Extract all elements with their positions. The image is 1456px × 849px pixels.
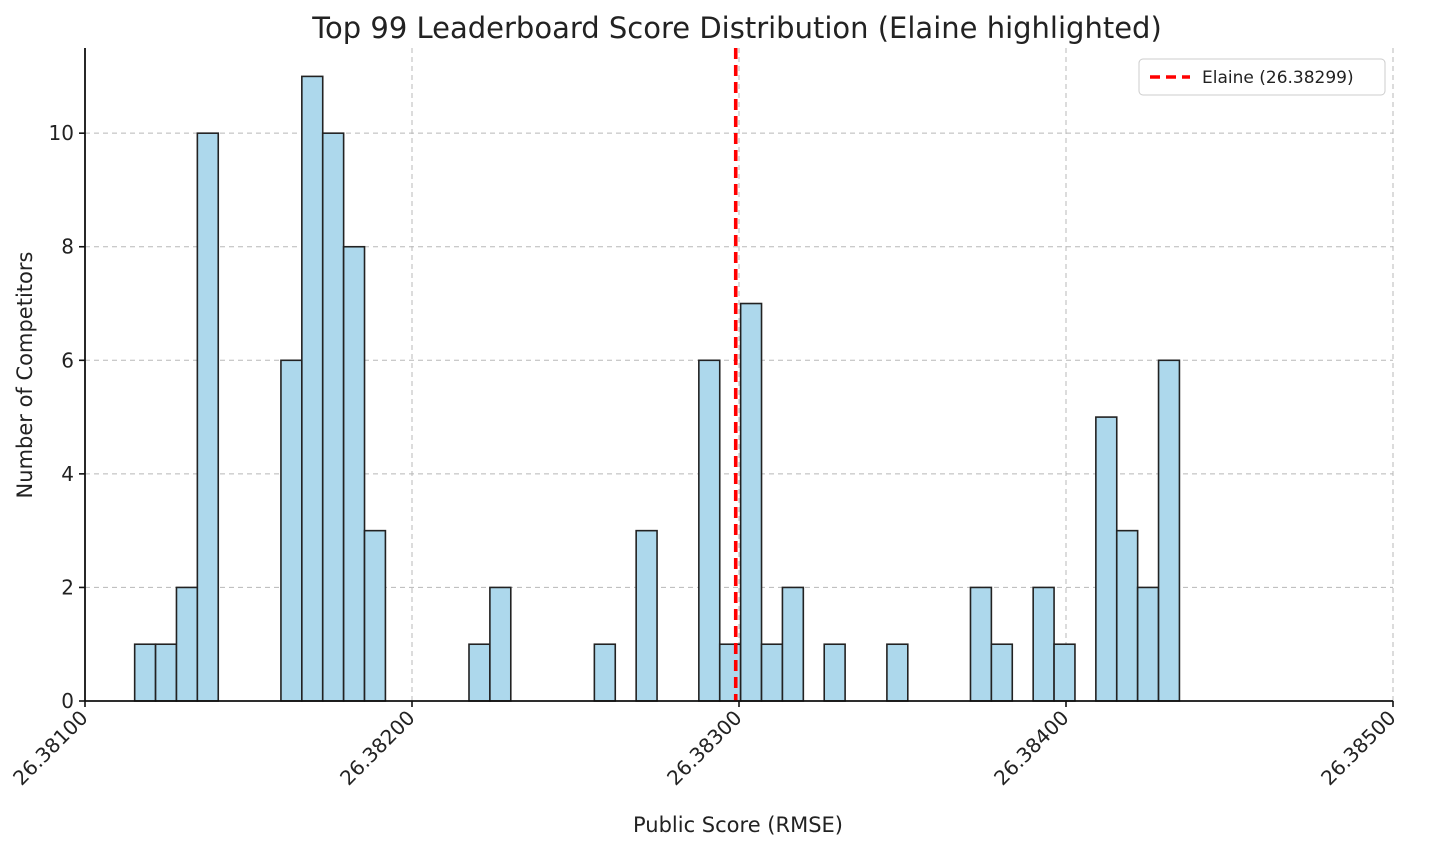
y-tick-label: 4	[61, 462, 74, 486]
histogram-bar	[175, 586, 199, 702]
histogram-bar	[342, 245, 366, 702]
legend: Elaine (26.38299)	[1138, 58, 1386, 96]
histogram-bar	[489, 586, 512, 702]
y-tick-label: 2	[61, 575, 74, 599]
legend-label: Elaine (26.38299)	[1202, 68, 1354, 88]
histogram-bar	[280, 359, 303, 702]
y-axis-label: Number of Competitors	[13, 252, 37, 499]
histogram-bar	[760, 643, 784, 702]
histogram-bar	[1136, 586, 1160, 702]
x-ticks: 26.38100 26.38200 26.38300 26.38400 26.38500	[8, 701, 1401, 790]
histogram-bar	[990, 643, 1014, 702]
histogram-bar	[1157, 359, 1181, 702]
histogram-bar	[886, 643, 909, 702]
histogram-bar	[154, 643, 178, 702]
y-tick-label: 0	[61, 689, 74, 713]
y-ticks: 0 2 4 6 8 10	[49, 121, 85, 713]
histogram-bar	[698, 359, 721, 702]
histogram-bar	[468, 643, 491, 702]
histogram-bar	[969, 586, 993, 702]
histogram-bar	[363, 529, 387, 702]
histogram-bar	[823, 643, 846, 702]
histogram-bar	[133, 643, 157, 702]
x-tick-label: 26.38100	[8, 706, 92, 790]
x-axis-label: Public Score (RMSE)	[633, 813, 843, 837]
x-tick-label: 26.38500	[1316, 706, 1400, 790]
bars	[133, 75, 1181, 702]
x-tick-label: 26.38300	[662, 706, 746, 790]
y-tick-label: 10	[49, 121, 74, 145]
chart-title: Top 99 Leaderboard Score Distribution (E…	[311, 11, 1162, 45]
histogram-bar	[301, 75, 324, 702]
x-tick-label: 26.38200	[335, 706, 419, 790]
histogram-bar	[781, 586, 805, 702]
histogram-bar	[635, 529, 658, 702]
histogram-bar	[1095, 416, 1118, 702]
histogram-bar	[1115, 529, 1139, 702]
histogram-bar	[321, 132, 345, 702]
histogram-bar	[1053, 643, 1076, 702]
y-tick-label: 6	[61, 348, 74, 372]
histogram-bar	[739, 302, 763, 702]
histogram-bar	[593, 643, 617, 702]
y-tick-label: 8	[61, 235, 74, 259]
x-tick-label: 26.38400	[989, 706, 1073, 790]
histogram-bar	[196, 132, 220, 702]
histogram-bar	[1032, 586, 1055, 702]
legend-box	[1138, 58, 1386, 96]
